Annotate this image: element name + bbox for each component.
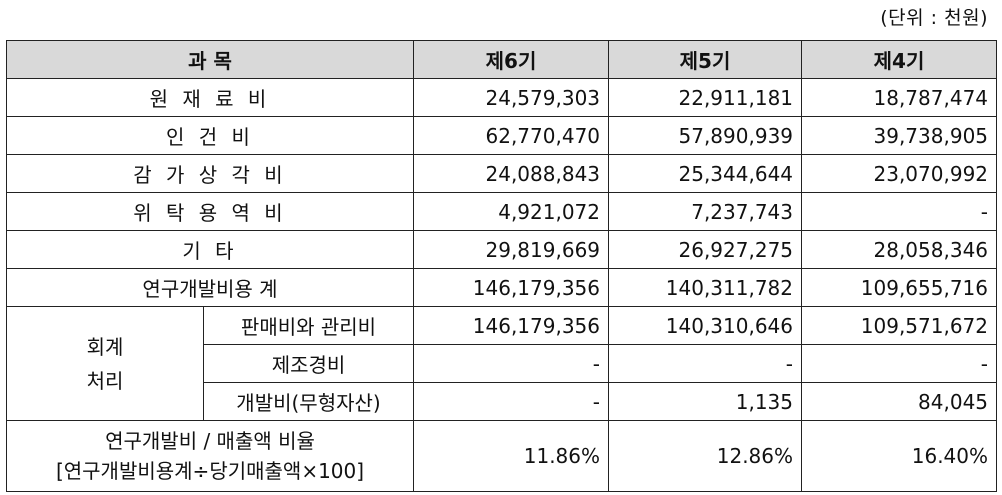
cell-value: -: [413, 344, 610, 383]
accounting-label: 회계 처리: [6, 306, 204, 421]
cell-value: 28,058,346: [801, 230, 998, 269]
cell-value: 22,911,181: [608, 78, 803, 117]
row-label: 연구개발비용 계: [5, 268, 415, 307]
accounting-label-line1: 회계: [86, 334, 124, 359]
sub-row-label: 제조경비: [202, 344, 415, 383]
cell-value: -: [801, 192, 998, 231]
cell-value: 39,738,905: [801, 116, 998, 155]
cell-value: 23,070,992: [801, 154, 998, 193]
header-row: 과 목 제6기 제5기 제4기: [5, 40, 998, 79]
total-row: 연구개발비용 계 146,179,356 140,311,782 109,655…: [5, 268, 998, 307]
ratio-label: 연구개발비 / 매출액 비율 [연구개발비용계÷당기매출액×100]: [5, 420, 415, 492]
cell-value: 146,179,356: [413, 268, 610, 307]
row-label: 인 건 비: [5, 116, 415, 155]
row-label: 감 가 상 각 비: [5, 154, 415, 193]
cell-value: 24,579,303: [413, 78, 610, 117]
cell-value: -: [801, 344, 998, 383]
cell-value: 140,310,646: [608, 306, 803, 345]
cell-value: 24,088,843: [413, 154, 610, 193]
row-label: 원 재 료 비: [5, 78, 415, 117]
cell-value: 18,787,474: [801, 78, 998, 117]
ratio-row: 연구개발비 / 매출액 비율 [연구개발비용계÷당기매출액×100] 11.86…: [5, 420, 998, 492]
ratio-label-line1: 연구개발비 / 매출액 비율: [105, 429, 315, 453]
header-year-6: 제6기: [413, 40, 610, 79]
unit-note: (단위 : 천원): [880, 7, 988, 29]
cell-value: 109,655,716: [801, 268, 998, 307]
ratio-value: 16.40%: [801, 420, 998, 492]
sub-row-label: 개발비(무형자산): [202, 382, 415, 421]
ratio-label-line2: [연구개발비용계÷당기매출액×100]: [55, 459, 365, 483]
accounting-label-line2: 처리: [86, 368, 124, 393]
row-label: 위 탁 용 역 비: [5, 192, 415, 231]
accounting-row: 회계 처리 판매비와 관리비 146,179,356 140,310,646 1…: [6, 306, 998, 421]
cell-value: 7,237,743: [608, 192, 803, 231]
table-row: 원 재 료 비 24,579,303 22,911,181 18,787,474: [5, 78, 998, 117]
cell-value: -: [413, 382, 610, 421]
table-row: 인 건 비 62,770,470 57,890,939 39,738,905: [5, 116, 998, 155]
table-row: 감 가 상 각 비 24,088,843 25,344,644 23,070,9…: [5, 154, 998, 193]
header-year-4: 제4기: [801, 40, 998, 79]
rnd-expense-table: 과 목 제6기 제5기 제4기 원 재 료 비 24,579,303 22,91…: [5, 40, 998, 492]
sub-row-label: 판매비와 관리비: [202, 306, 415, 345]
cell-value: 29,819,669: [413, 230, 610, 269]
header-subject: 과 목: [5, 40, 415, 79]
accounting-row: 개발비(무형자산) - 1,135 84,045: [7, 382, 998, 421]
cell-value: 25,344,644: [608, 154, 803, 193]
header-year-5: 제5기: [608, 40, 803, 79]
cell-value: 26,927,275: [608, 230, 803, 269]
cell-value: -: [608, 344, 803, 383]
ratio-value: 11.86%: [413, 420, 610, 492]
table-row: 위 탁 용 역 비 4,921,072 7,237,743 -: [5, 192, 998, 231]
cell-value: 4,921,072: [413, 192, 610, 231]
cell-value: 57,890,939: [608, 116, 803, 155]
row-label: 기 타: [5, 230, 415, 269]
cell-value: 146,179,356: [413, 306, 610, 345]
cell-value: 140,311,782: [608, 268, 803, 307]
cell-value: 109,571,672: [801, 306, 998, 345]
cell-value: 1,135: [608, 382, 803, 421]
cell-value: 62,770,470: [413, 116, 610, 155]
ratio-value: 12.86%: [608, 420, 803, 492]
table-row: 기 타 29,819,669 26,927,275 28,058,346: [5, 230, 998, 269]
cell-value: 84,045: [801, 382, 998, 421]
